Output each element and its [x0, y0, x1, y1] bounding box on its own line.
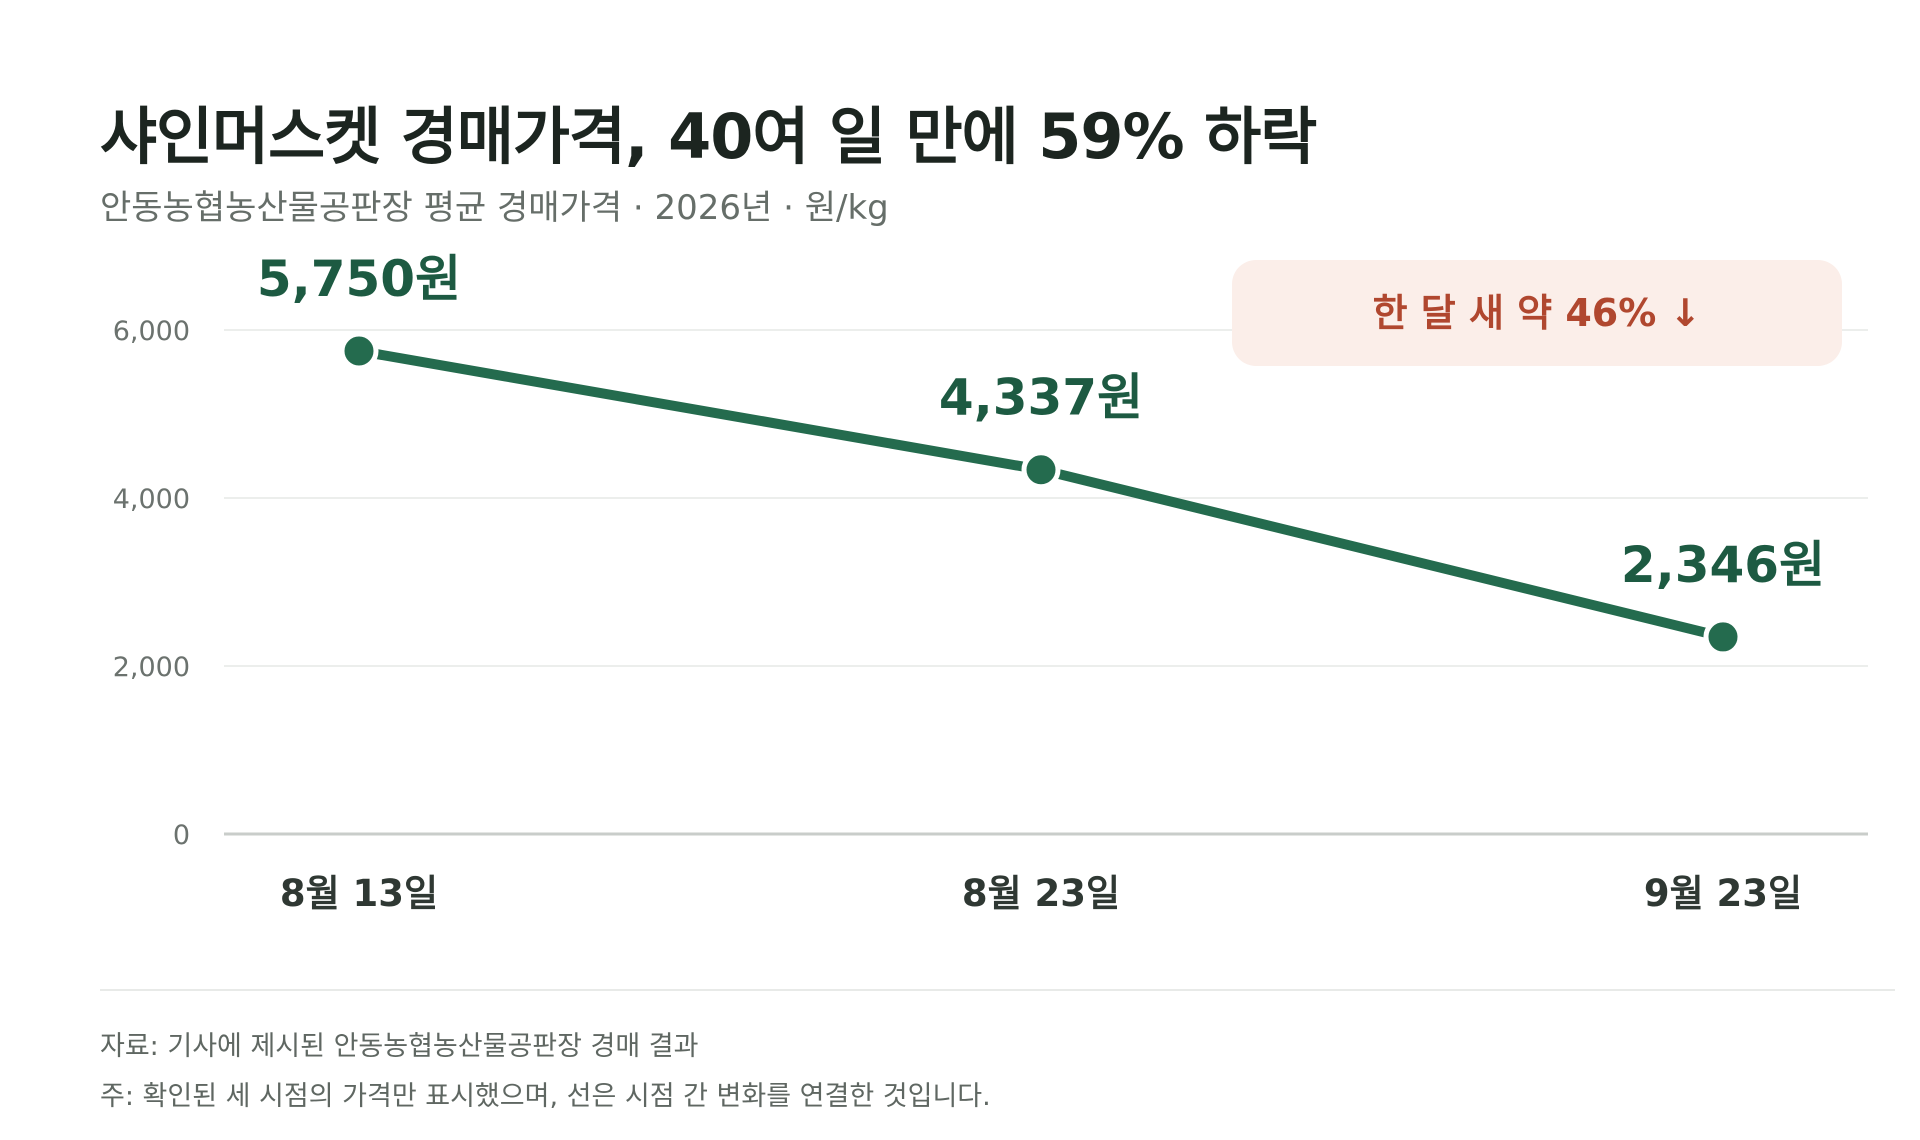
- y-tick-label: 6,000: [113, 316, 190, 347]
- data-point: [1021, 450, 1061, 490]
- data-label: 5,750원: [257, 250, 461, 308]
- change-annotation: 한 달 새 약 46% ↓: [1232, 260, 1842, 366]
- data-point: [339, 331, 379, 371]
- price-series: [339, 331, 1743, 657]
- y-axis: 0 2,000 4,000 6,000: [113, 316, 190, 851]
- footnote: 주: 확인된 세 시점의 가격만 표시했으며, 선은 시점 간 변화를 연결한 …: [100, 1081, 991, 1112]
- data-label: 4,337원: [939, 369, 1143, 427]
- chart-subtitle: 안동농협농산물공판장 평균 경매가격 · 2026년 · 원/kg: [100, 188, 889, 228]
- footer-divider: [100, 989, 1895, 991]
- y-tick-label: 2,000: [113, 652, 190, 683]
- line-chart: 0 2,000 4,000 6,000 8월 13일 8월 23일 9월 23일 한 달 …: [113, 250, 1868, 915]
- data-labels: 5,750원 4,337원 2,346원: [257, 250, 1825, 594]
- annotation-text: 한 달 새 약 46% ↓: [1373, 291, 1702, 335]
- data-label: 2,346원: [1621, 536, 1825, 594]
- x-tick-label: 8월 13일: [280, 872, 438, 915]
- x-tick-label: 9월 23일: [1644, 872, 1802, 915]
- source-note: 자료: 기사에 제시된 안동농협농산물공판장 경매 결과: [100, 1031, 699, 1062]
- y-tick-label: 4,000: [113, 484, 190, 515]
- chart-title: 샤인머스켓 경매가격, 40여 일 만에 59% 하락: [100, 100, 1317, 173]
- data-point: [1703, 617, 1743, 657]
- x-axis: 8월 13일 8월 23일 9월 23일: [280, 872, 1802, 915]
- annotation-box: [1232, 260, 1842, 366]
- y-tick-label: 0: [173, 820, 190, 851]
- x-tick-label: 8월 23일: [962, 872, 1120, 915]
